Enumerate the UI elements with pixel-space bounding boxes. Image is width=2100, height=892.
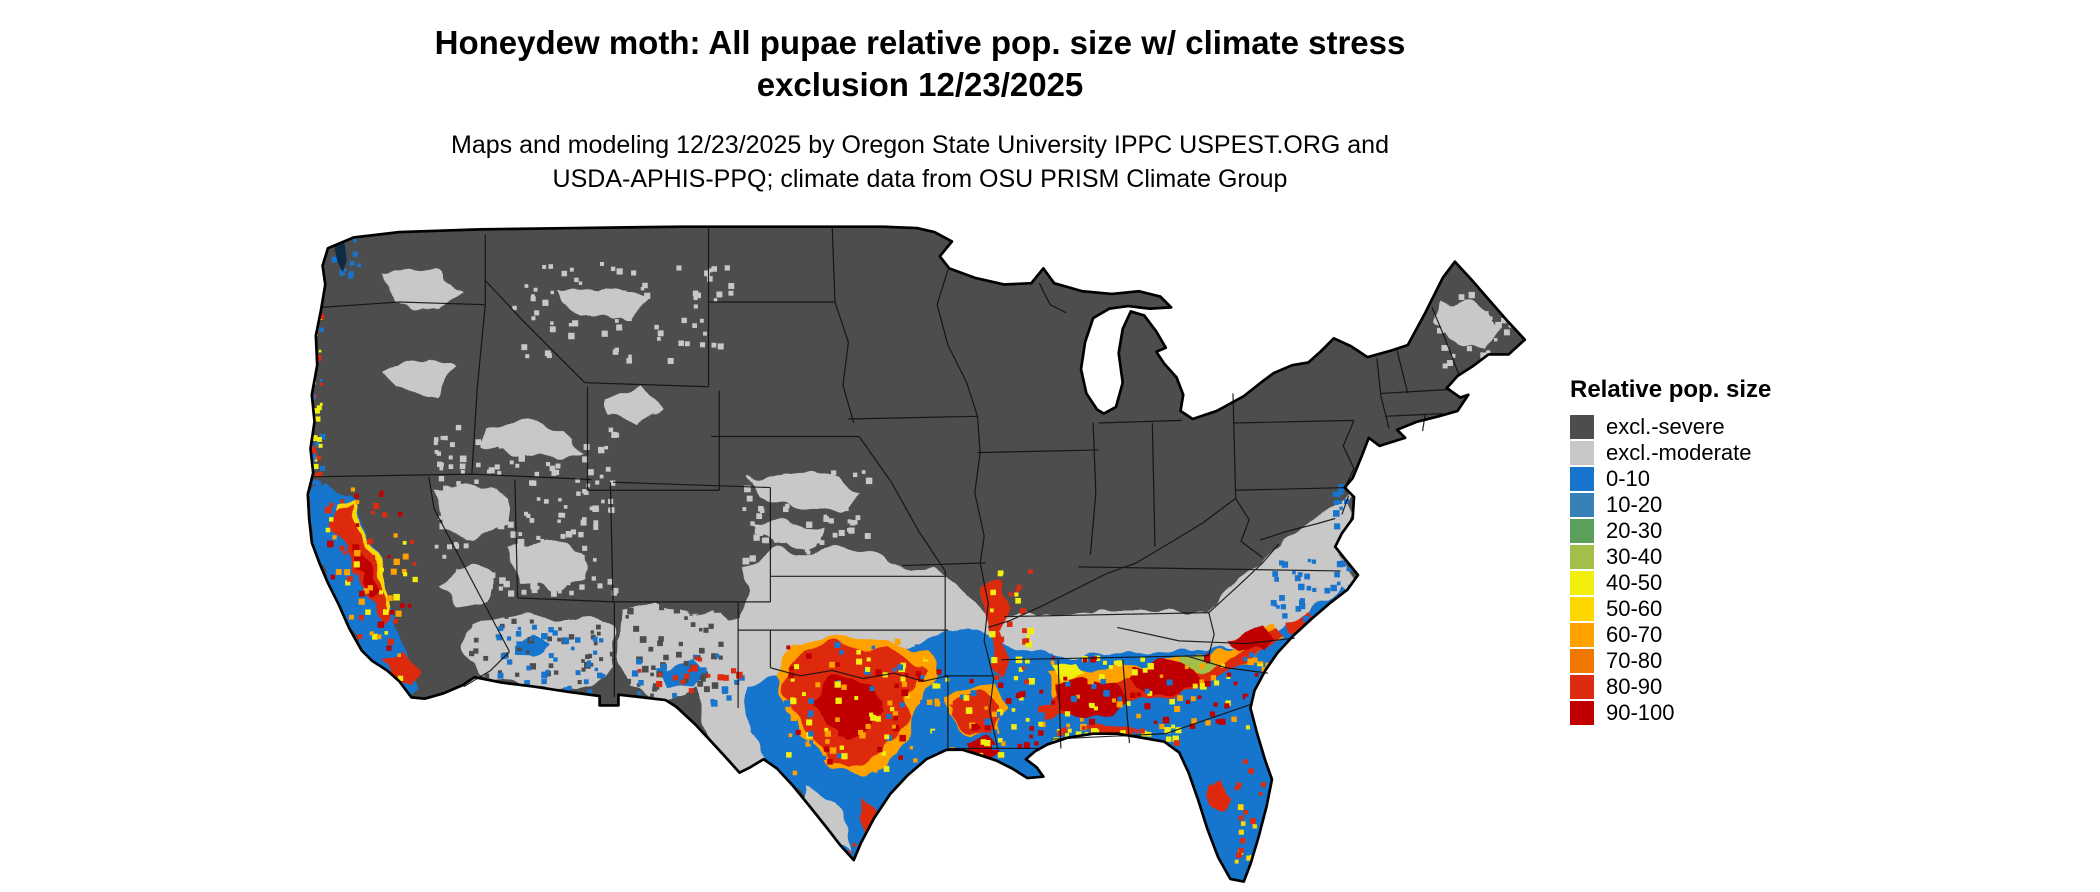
- legend-swatch-60-70: [1570, 623, 1594, 647]
- legend-label: 90-100: [1606, 700, 1675, 725]
- legend-label: 0-10: [1606, 466, 1651, 491]
- puget-sound-water: [334, 240, 347, 273]
- legend-item: 0-10: [1570, 466, 1870, 492]
- legend-item: 10-20: [1570, 492, 1870, 518]
- figure-subtitle: Maps and modeling 12/23/2025 by Oregon S…: [0, 128, 1840, 196]
- legend-item: 70-80: [1570, 648, 1870, 674]
- map-raster-layer: [307, 226, 1525, 882]
- legend-item: 20-30: [1570, 518, 1870, 544]
- legend-label: 50-60: [1606, 596, 1663, 621]
- us-map: [305, 224, 1537, 891]
- legend-item: 50-60: [1570, 596, 1870, 622]
- legend-item: 90-100: [1570, 700, 1870, 726]
- legend-swatch-10-20: [1570, 493, 1594, 517]
- legend-swatch-90-100: [1570, 701, 1594, 725]
- legend-title: Relative pop. size: [1570, 376, 1772, 403]
- legend-item: 80-90: [1570, 674, 1870, 700]
- legend-swatch-50-60: [1570, 597, 1594, 621]
- subtitle-line-2: USDA-APHIS-PPQ; climate data from OSU PR…: [552, 165, 1288, 193]
- legend-swatch-70-80: [1570, 649, 1594, 673]
- legend-item: excl.-moderate: [1570, 440, 1870, 466]
- legend-swatch-40-50: [1570, 571, 1594, 595]
- legend-label: 70-80: [1606, 648, 1663, 673]
- page-title: Honeydew moth: All pupae relative pop. s…: [0, 22, 1840, 106]
- legend-item: 60-70: [1570, 622, 1870, 648]
- legend-label: 20-30: [1606, 518, 1663, 543]
- legend-item: excl.-severe: [1570, 414, 1870, 440]
- legend-label: 10-20: [1606, 492, 1663, 517]
- legend: Relative pop. size excl.-severe excl.-mo…: [1570, 376, 1870, 726]
- subtitle-line-1: Maps and modeling 12/23/2025 by Oregon S…: [451, 131, 1389, 159]
- legend-label: excl.-severe: [1606, 414, 1725, 439]
- title-line-1: Honeydew moth: All pupae relative pop. s…: [434, 24, 1406, 61]
- legend-label: excl.-moderate: [1606, 440, 1752, 465]
- legend-swatch-80-90: [1570, 675, 1594, 699]
- legend-item: 40-50: [1570, 570, 1870, 596]
- us-outline: [306, 225, 1527, 883]
- state-borders: [313, 226, 1460, 752]
- legend-label: 80-90: [1606, 674, 1663, 699]
- title-line-2: exclusion 12/23/2025: [756, 66, 1084, 103]
- legend-swatch-excl-moderate: [1570, 441, 1594, 465]
- legend-swatch-0-10: [1570, 467, 1594, 491]
- legend-label: 60-70: [1606, 622, 1663, 647]
- legend-swatch-20-30: [1570, 519, 1594, 543]
- raster-south-texas: [804, 786, 852, 854]
- legend-label: 30-40: [1606, 544, 1663, 569]
- legend-label: 40-50: [1606, 570, 1663, 595]
- legend-item: 30-40: [1570, 544, 1870, 570]
- figure-header: Honeydew moth: All pupae relative pop. s…: [0, 22, 1840, 196]
- us-map-svg: [306, 225, 1527, 883]
- raster-excl-severe-base: [307, 226, 1525, 882]
- legend-swatch-30-40: [1570, 545, 1594, 569]
- legend-swatch-excl-severe: [1570, 415, 1594, 439]
